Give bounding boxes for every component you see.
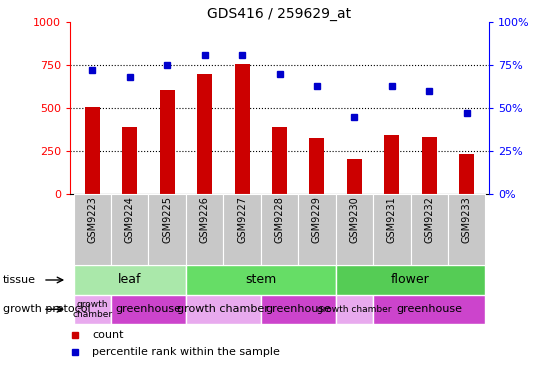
Bar [261, 194, 298, 265]
Bar [459, 154, 474, 194]
Bar [421, 137, 437, 194]
Text: GSM9223: GSM9223 [87, 196, 97, 243]
Bar [335, 194, 373, 265]
Text: growth
chamber: growth chamber [72, 299, 112, 319]
Title: GDS416 / 259629_at: GDS416 / 259629_at [207, 7, 352, 21]
Bar [74, 194, 111, 265]
Bar [186, 194, 224, 265]
Bar [272, 127, 287, 194]
Text: GSM9231: GSM9231 [387, 196, 397, 243]
Text: GSM9224: GSM9224 [125, 196, 135, 243]
Bar [111, 194, 149, 265]
Bar [373, 194, 410, 265]
Bar [160, 90, 174, 194]
Bar [448, 194, 485, 265]
Text: stem: stem [245, 273, 276, 287]
Bar [310, 138, 324, 194]
Bar [335, 295, 373, 324]
Text: flower: flower [391, 273, 430, 287]
Bar [149, 194, 186, 265]
Bar [385, 135, 399, 194]
Bar [235, 64, 249, 194]
Text: percentile rank within the sample: percentile rank within the sample [92, 347, 280, 356]
Text: GSM9230: GSM9230 [349, 196, 359, 243]
Bar [347, 159, 362, 194]
Text: greenhouse: greenhouse [265, 304, 331, 314]
Text: GSM9229: GSM9229 [312, 196, 322, 243]
Bar [335, 265, 485, 295]
Text: growth chamber: growth chamber [317, 305, 392, 314]
Text: count: count [92, 330, 124, 340]
Bar [298, 194, 335, 265]
Bar [74, 265, 186, 295]
Bar [74, 295, 111, 324]
Text: GSM9227: GSM9227 [237, 196, 247, 243]
Text: greenhouse: greenhouse [396, 304, 462, 314]
Bar [186, 295, 261, 324]
Bar [122, 127, 138, 194]
Bar [111, 295, 186, 324]
Bar [197, 74, 212, 194]
Text: greenhouse: greenhouse [116, 304, 182, 314]
Text: tissue: tissue [3, 275, 36, 285]
Text: GSM9233: GSM9233 [462, 196, 472, 243]
Bar [261, 295, 335, 324]
Bar [85, 107, 100, 194]
Text: leaf: leaf [118, 273, 141, 287]
Bar [373, 295, 485, 324]
Text: GSM9226: GSM9226 [200, 196, 210, 243]
Text: GSM9228: GSM9228 [274, 196, 285, 243]
Text: GSM9232: GSM9232 [424, 196, 434, 243]
Bar [410, 194, 448, 265]
Bar [186, 265, 335, 295]
Text: growth chamber: growth chamber [177, 304, 269, 314]
Text: growth protocol: growth protocol [3, 304, 91, 314]
Bar [224, 194, 261, 265]
Text: GSM9225: GSM9225 [162, 196, 172, 243]
